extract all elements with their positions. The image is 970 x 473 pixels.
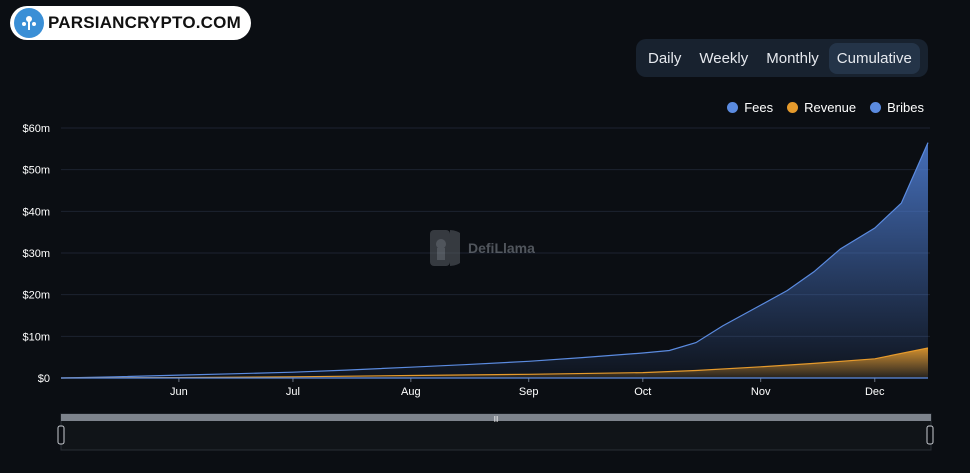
tab-daily[interactable]: Daily — [648, 49, 682, 67]
range-slider-bar[interactable] — [61, 414, 931, 421]
brand-logo: PARSIANCRYPTO.COM — [10, 6, 251, 40]
brand-logo-icon — [14, 8, 44, 38]
legend-label-revenue: Revenue — [804, 100, 857, 115]
llama-icon — [430, 230, 460, 266]
y-tick-label: $30m — [22, 248, 50, 260]
brand-logo-text: PARSIANCRYPTO.COM — [48, 13, 241, 32]
series-area-revenue — [61, 348, 928, 378]
legend-item-bribes[interactable]: Bribes — [870, 100, 924, 115]
y-tick-label: $60m — [22, 123, 50, 135]
legend-dot-bribes — [870, 102, 882, 113]
y-tick-label: $10m — [22, 331, 50, 343]
series-line-revenue — [60, 347, 929, 379]
legend-item-fees[interactable]: Fees — [727, 100, 773, 115]
legend-label-bribes: Bribes — [887, 100, 924, 115]
range-slider-handle-left[interactable] — [57, 425, 65, 445]
x-tick-label: Jun — [170, 386, 188, 398]
legend-item-revenue[interactable]: Revenue — [787, 100, 856, 115]
series-area-fees — [61, 142, 928, 378]
y-tick-label: $50m — [22, 165, 50, 177]
x-tick-label: Aug — [401, 386, 421, 398]
tab-monthly[interactable]: Monthly — [766, 49, 819, 67]
period-tabs: Daily Weekly Monthly Cumulative — [636, 39, 928, 77]
legend-dot-fees — [727, 102, 739, 113]
y-tick-label: $40m — [22, 206, 50, 218]
x-tick-label: Dec — [865, 386, 885, 398]
x-tick-label: Nov — [751, 386, 771, 398]
x-tick-label: Jul — [286, 386, 300, 398]
series-line-fees — [60, 142, 929, 379]
x-tick-label: Oct — [634, 386, 651, 398]
range-slider-handle-right[interactable] — [926, 425, 934, 445]
y-tick-label: $20m — [22, 290, 50, 302]
legend-label-fees: Fees — [744, 100, 774, 115]
y-tick-label: $0 — [38, 373, 50, 385]
x-tick-label: Sep — [519, 386, 539, 398]
chart-legend: Fees Revenue Bribes — [727, 100, 924, 115]
range-slider-grip[interactable]: ||| — [494, 417, 499, 423]
tab-cumulative[interactable]: Cumulative — [828, 42, 920, 74]
watermark: DefiLlama — [428, 228, 535, 268]
watermark-text: DefiLlama — [468, 240, 535, 256]
tab-weekly[interactable]: Weekly — [699, 49, 749, 67]
legend-dot-revenue — [787, 102, 799, 113]
